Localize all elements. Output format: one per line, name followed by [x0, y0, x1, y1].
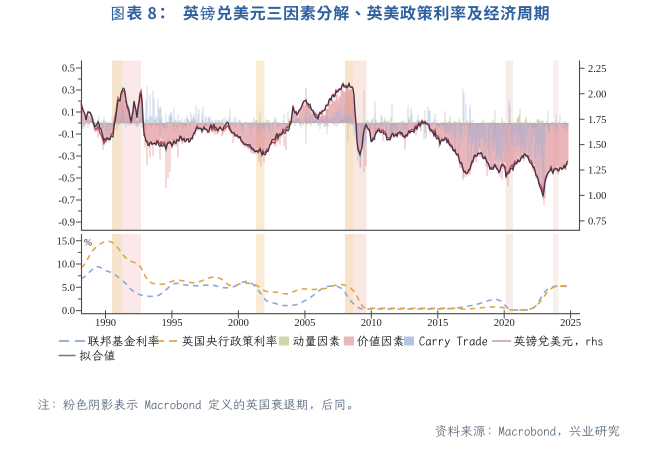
svg-text:0.3: 0.3 — [62, 86, 75, 97]
svg-text:-0.7: -0.7 — [58, 196, 75, 207]
svg-text:-0.3: -0.3 — [58, 152, 75, 163]
svg-text:1.50: 1.50 — [588, 140, 606, 151]
svg-text:0.75: 0.75 — [588, 216, 606, 227]
svg-text:1.25: 1.25 — [588, 166, 606, 177]
svg-text:0.1: 0.1 — [62, 108, 75, 119]
svg-text:0.5: 0.5 — [62, 64, 75, 75]
svg-text:-0.5: -0.5 — [58, 174, 75, 185]
svg-text:1.75: 1.75 — [588, 115, 606, 126]
svg-text:2020: 2020 — [494, 318, 515, 329]
svg-text:1.00: 1.00 — [588, 191, 606, 202]
svg-text:1995: 1995 — [161, 318, 182, 329]
svg-text:2015: 2015 — [427, 318, 448, 329]
svg-text:2.25: 2.25 — [588, 64, 606, 75]
svg-text:15.0: 15.0 — [57, 236, 75, 247]
svg-text:5.0: 5.0 — [62, 283, 75, 294]
svg-text:2005: 2005 — [294, 318, 315, 329]
svg-text:2000: 2000 — [228, 318, 249, 329]
svg-text:1990: 1990 — [95, 318, 116, 329]
svg-text:-0.1: -0.1 — [58, 130, 75, 141]
svg-text:-0.9: -0.9 — [58, 218, 75, 229]
svg-text:%: % — [84, 239, 92, 249]
svg-text:2010: 2010 — [361, 318, 382, 329]
svg-text:10.0: 10.0 — [57, 260, 75, 271]
svg-text:2025: 2025 — [560, 318, 581, 329]
svg-text:2.00: 2.00 — [588, 89, 606, 100]
svg-text:0.0: 0.0 — [62, 306, 75, 317]
